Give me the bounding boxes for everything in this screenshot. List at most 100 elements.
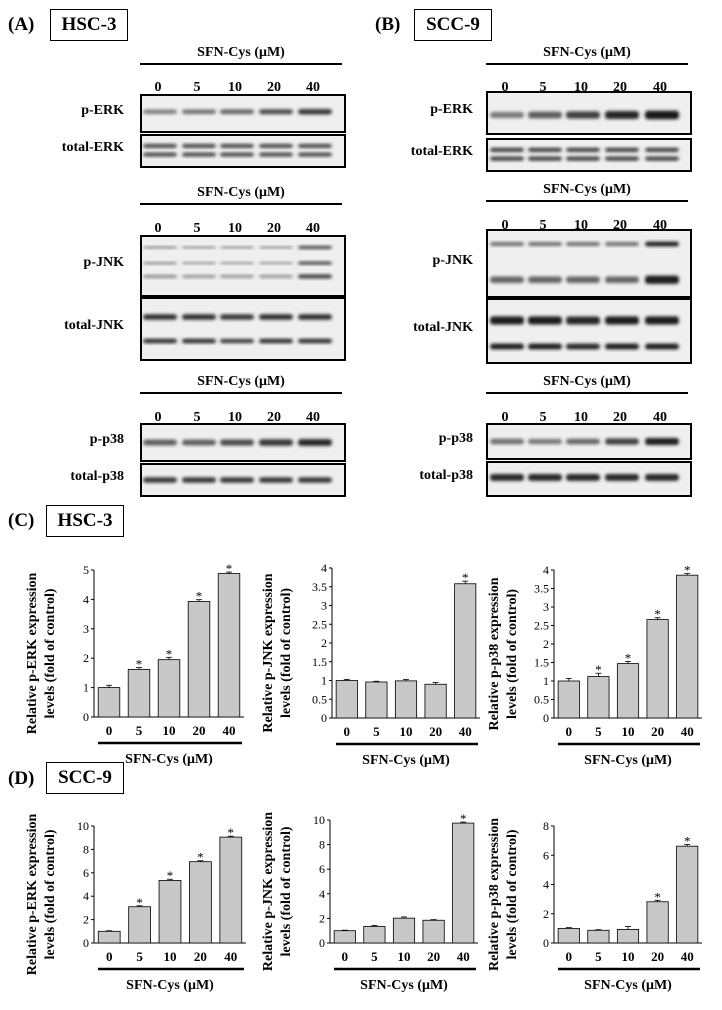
x-tick-label: 5 (595, 724, 602, 739)
blot-image-p-erk (140, 94, 346, 133)
x-axis-title: SFN-Cys (μM) (362, 753, 450, 768)
treatment-underline (140, 203, 342, 205)
y-tick-label: 8 (543, 819, 549, 833)
bar (97, 687, 121, 718)
bar (557, 680, 580, 719)
protein-band (566, 276, 600, 284)
y-axis-title: levels (fold of control) (279, 588, 294, 718)
bar (616, 928, 640, 944)
protein-band (605, 438, 639, 445)
x-tick-label: 0 (344, 724, 351, 739)
bar (454, 583, 477, 719)
x-axis-title: SFN-Cys (μM) (360, 978, 448, 993)
bar (97, 930, 121, 944)
blot-row-label: total-p38 (419, 468, 473, 483)
bar-chart-1: 0 1 2 3 4 5 0 * 5 * 10 * 20 * 40 SFN-Cys (μM) Relative p… (25, 561, 244, 767)
x-tick-label: 20 (429, 724, 442, 739)
protein-band (220, 261, 254, 265)
protein-band (605, 147, 639, 152)
protein-band (143, 477, 177, 483)
protein-band (566, 473, 600, 481)
bar (676, 574, 699, 719)
x-axis-title: SFN-Cys (μM) (584, 978, 672, 993)
protein-band (182, 439, 216, 446)
panel-b-letter: (B) (375, 14, 401, 35)
lane-dose-label: 10 (228, 410, 242, 425)
protein-band (259, 246, 293, 249)
bar-chart-6: 0 2 4 6 8 0 5 10 * 20 * 40 SFN-Cys (μM) Relative p-p3… (487, 818, 702, 993)
lane-dose-label: 10 (228, 80, 242, 95)
blot-image-p-p38 (486, 423, 692, 460)
lane-dose-label: 20 (613, 410, 627, 425)
protein-band (490, 242, 524, 246)
protein-band (259, 261, 293, 265)
x-tick-label: 20 (193, 723, 206, 738)
y-tick-label: 1 (543, 674, 549, 688)
blot-treatment-header: SFN-Cys (μM) (543, 182, 631, 197)
x-axis-title: SFN-Cys (μM) (125, 752, 213, 767)
lane-dose-label: 0 (501, 218, 509, 233)
significance-asterisk: * (136, 895, 143, 910)
x-tick-label: 40 (224, 949, 237, 964)
significance-asterisk: * (197, 850, 204, 865)
bar (646, 901, 669, 944)
panel-d-letter: (D) (8, 768, 35, 789)
x-tick-label: 0 (342, 949, 349, 964)
treatment-underline (486, 392, 688, 394)
lane-dose-label: 0 (501, 410, 509, 425)
x-tick-label: 0 (106, 723, 113, 738)
y-tick-label: 2 (543, 907, 549, 921)
protein-band (645, 275, 679, 284)
x-tick-label: 0 (566, 949, 573, 964)
lane-dose-label: 10 (228, 221, 242, 236)
significance-asterisk: * (654, 607, 661, 622)
protein-band (298, 274, 332, 279)
significance-asterisk: * (684, 833, 691, 848)
blot-image-p-p38 (140, 423, 346, 462)
y-tick-label: 1.5 (312, 655, 327, 669)
bar (422, 919, 445, 944)
bar (587, 929, 610, 944)
y-tick-label: 10 (77, 819, 89, 833)
protein-band (298, 338, 332, 344)
bar (333, 930, 356, 944)
y-tick-label: 6 (543, 848, 549, 862)
protein-band (182, 109, 216, 114)
blot-row-label: total-ERK (410, 144, 473, 159)
lane-dose-label: 5 (193, 221, 201, 236)
protein-band (528, 316, 562, 325)
y-tick-label: 2 (83, 913, 89, 927)
y-axis-title: levels (fold of control) (279, 826, 294, 956)
panel-a-letter: (A) (8, 14, 35, 35)
protein-band (143, 314, 177, 320)
y-axis-title: levels (fold of control) (43, 588, 58, 718)
y-axis-title: Relative p-ERK expression (25, 814, 40, 976)
protein-band (259, 143, 293, 148)
significance-asterisk: * (460, 811, 467, 826)
panel-a-cell-line: HSC-3 (50, 9, 128, 41)
blot-row-label: total-JNK (413, 320, 473, 335)
blot-image-total-erk (486, 138, 692, 172)
y-tick-label: 3.5 (312, 580, 327, 594)
blot-row-label: p-ERK (81, 102, 124, 118)
protein-band (220, 109, 254, 115)
lane-dose-label: 0 (154, 221, 162, 236)
blot-row-label: p-JNK (83, 255, 124, 270)
bar (189, 861, 212, 944)
protein-band (528, 147, 562, 152)
lane-dose-label: 20 (267, 221, 281, 236)
blot-image-total-p38 (140, 463, 346, 497)
bar (394, 680, 418, 719)
protein-band (490, 276, 524, 284)
y-axis-title: levels (fold of control) (43, 829, 58, 959)
y-tick-label: 2 (83, 651, 89, 665)
protein-band (566, 147, 600, 152)
bar (365, 681, 388, 719)
protein-band (143, 274, 177, 279)
x-tick-label: 5 (371, 949, 378, 964)
x-tick-label: 40 (223, 723, 236, 738)
significance-asterisk: * (166, 646, 173, 661)
blot-row-label: total-p38 (70, 469, 124, 484)
protein-band (220, 246, 254, 249)
